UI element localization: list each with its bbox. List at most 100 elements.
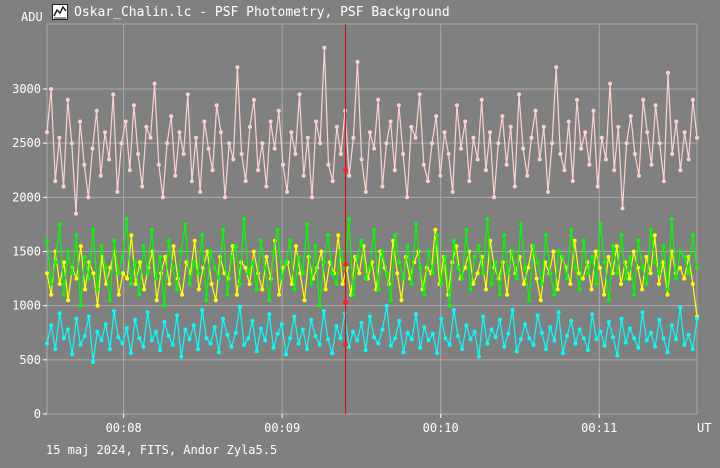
series-2-point (593, 249, 598, 254)
series-4-point (514, 349, 519, 354)
series-2-point (264, 254, 269, 259)
series-3-point (246, 271, 251, 276)
series-3-point (422, 292, 427, 297)
series-3-point (397, 260, 402, 265)
series-3-point (531, 244, 536, 249)
series-1-point (467, 179, 472, 184)
series-3-point (95, 287, 100, 292)
series-1-point (471, 135, 476, 140)
series-1-point (264, 184, 269, 189)
series-4-point (91, 360, 96, 364)
series-4-point (401, 350, 406, 355)
series-1-point (82, 162, 87, 167)
series-4-point (695, 316, 699, 321)
series-2-point (323, 287, 328, 292)
series-1-point (463, 119, 468, 124)
series-2-point (336, 233, 341, 238)
series-1-point (653, 103, 658, 108)
series-4-point (598, 329, 603, 334)
series-3-point (175, 287, 179, 292)
series-1-point (338, 152, 343, 156)
series-1-point (479, 97, 484, 102)
series-3-point (611, 244, 616, 249)
series-3-point (443, 254, 448, 259)
series-3-point (57, 222, 62, 227)
series-1-point (131, 103, 136, 108)
series-3-point (225, 292, 230, 297)
series-1-point (496, 141, 501, 146)
series-4-point (460, 347, 465, 351)
series-1-point (620, 206, 625, 211)
series-1-point (678, 168, 683, 173)
series-4-point (393, 336, 398, 341)
series-3-point (103, 265, 108, 270)
series-2-point (678, 265, 683, 270)
series-1-point (119, 141, 124, 146)
series-2-point (572, 238, 577, 243)
series-4-point (430, 331, 435, 336)
series-3-point (141, 244, 146, 249)
series-3-point (267, 298, 272, 303)
series-1-point (686, 157, 691, 162)
series-4-point (665, 350, 670, 355)
series-3-point (514, 276, 519, 281)
series-4-point (271, 345, 276, 350)
series-3-point (418, 265, 423, 270)
series-4-point (175, 313, 179, 318)
series-3-point (233, 244, 238, 249)
series-4-point (456, 334, 460, 338)
series-3-point (250, 260, 255, 265)
series-1-point (107, 157, 112, 162)
series-1-point (599, 135, 604, 140)
series-2-point (66, 298, 71, 303)
series-3-point (380, 249, 385, 254)
series-1-point (533, 108, 538, 113)
series-1-point (98, 173, 103, 178)
series-1-point (521, 146, 526, 151)
series-3-point (544, 233, 548, 238)
series-3-point (355, 254, 360, 259)
series-3-point (577, 287, 582, 292)
series-1-point (194, 135, 198, 140)
series-3-point (606, 298, 611, 303)
series-4-point (363, 348, 368, 353)
series-3-point (598, 222, 603, 227)
series-4-point (279, 322, 284, 327)
series-1-point (74, 211, 78, 216)
series-2-point (589, 287, 594, 292)
series-3-point (690, 233, 695, 238)
series-2-point (129, 233, 134, 238)
series-1-point (438, 173, 443, 178)
series-3-point (401, 276, 406, 281)
series-1-point (446, 152, 451, 156)
series-4-point (674, 337, 678, 342)
y-tick-label: 2500 (12, 136, 41, 150)
series-4-point (405, 330, 410, 335)
chart-cursor[interactable] (343, 24, 349, 414)
series-3-point (640, 265, 645, 270)
series-3-point (263, 265, 268, 270)
series-4-point (237, 304, 242, 309)
series-3-point (359, 238, 364, 243)
series-4-point (397, 318, 402, 323)
series-1-point (454, 103, 459, 108)
series-1-point (591, 108, 596, 113)
series-1-point (608, 81, 613, 86)
series-1-point (603, 157, 608, 162)
series-4-point (602, 343, 607, 348)
series-3-point (481, 271, 486, 276)
series-1-point (475, 157, 480, 162)
series-3-point (284, 260, 288, 265)
series-4-point (384, 303, 389, 308)
window-title: Oskar_Chalin.lc - PSF Photometry, PSF Ba… (74, 4, 450, 20)
series-1-point (529, 135, 534, 140)
series-2-point (125, 276, 130, 281)
series-1-point (247, 124, 252, 129)
series-3-point (518, 222, 523, 227)
series-4-point (485, 341, 490, 346)
series-4-point (372, 335, 377, 340)
series-4-point (300, 327, 305, 332)
y-tick-label: 0 (34, 407, 41, 421)
series-4-point (305, 347, 309, 351)
